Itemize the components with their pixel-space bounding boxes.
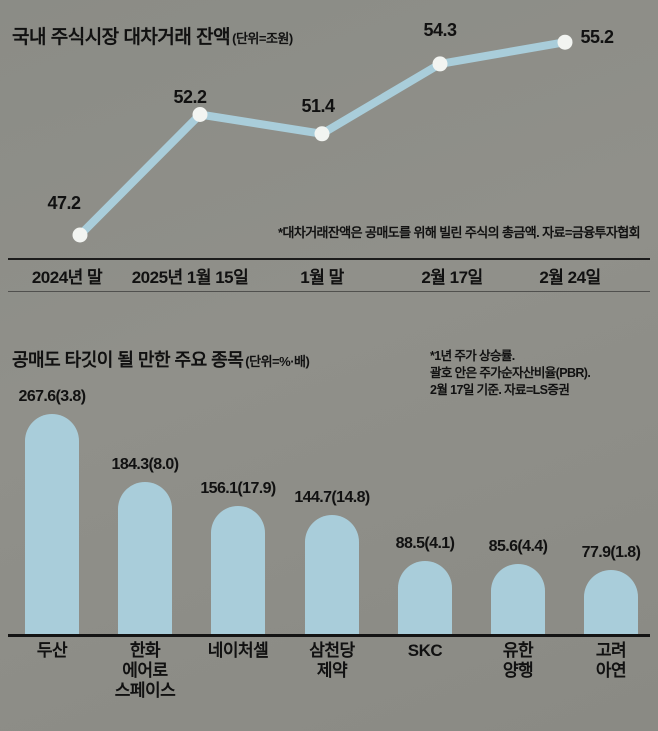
bar xyxy=(25,414,79,634)
bar xyxy=(584,569,638,634)
bar xyxy=(305,515,359,634)
bar-category-label: 두산 xyxy=(36,641,68,660)
bar xyxy=(398,561,452,634)
bar xyxy=(118,482,172,634)
bar-chart-title: 공매도 타깃이 될 만한 주요 종목 (단위=%·배) xyxy=(12,346,310,372)
bar-category-label: 유한 양행 xyxy=(502,641,534,681)
bar-note-line-2: 괄호 안은 주가순자산비율(PBR). xyxy=(430,365,591,380)
bar-category-label: SKC xyxy=(407,641,443,660)
line-chart-footnote: *대차거래잔액은 공매도를 위해 빌린 주식의 총금액. 자료=금융투자협회 xyxy=(278,225,641,240)
line-chart-plot xyxy=(72,34,573,243)
bar-value-label: 156.1(17.9) xyxy=(200,479,276,497)
x-axis-label: 2월 17일 xyxy=(421,268,483,287)
bar-category-label: 고려 아연 xyxy=(595,641,627,681)
line-point-value: 51.4 xyxy=(301,95,335,116)
line-chart-unit: (단위=조원) xyxy=(232,31,293,46)
line-point-value: 55.2 xyxy=(580,27,614,48)
line-chart-title-text: 국내 주식시장 대차거래 잔액 xyxy=(12,27,231,48)
bar-category-label: 삼천당 제약 xyxy=(309,641,355,681)
section-divider-line xyxy=(8,291,650,292)
line-marker xyxy=(72,227,88,243)
bar-value-label: 85.6(4.4) xyxy=(488,537,548,555)
line-point-value: 52.2 xyxy=(173,86,207,107)
bar-category-label: 한화 에어로 스페이스 xyxy=(114,641,176,701)
bar-note-line-1: *1년 주가 상승률. xyxy=(430,349,515,363)
bar-value-label: 144.7(14.8) xyxy=(294,489,370,507)
x-axis-label: 2025년 1월 15일 xyxy=(131,268,249,287)
bar-chart-note: *1년 주가 상승률. 괄호 안은 주가순자산비율(PBR). 2월 17일 기… xyxy=(430,348,591,399)
x-axis-label: 1월 말 xyxy=(300,268,344,287)
bar-value-label: 267.6(3.8) xyxy=(18,388,87,405)
bar xyxy=(211,505,265,634)
line-point-value: 54.3 xyxy=(423,19,457,40)
bar-value-label: 77.9(1.8) xyxy=(581,543,641,561)
x-axis-label: 2024년 말 xyxy=(31,268,103,287)
x-axis-label: 2월 24일 xyxy=(539,268,601,287)
x-axis-line xyxy=(8,258,650,260)
line-point-value: 47.2 xyxy=(47,193,81,213)
line-chart-title: 국내 주식시장 대차거래 잔액 (단위=조원) xyxy=(12,22,293,49)
line-marker xyxy=(314,126,330,142)
bar-chart-unit: (단위=%·배) xyxy=(245,354,310,369)
bar-value-label: 184.3(8.0) xyxy=(111,456,180,474)
bar-category-label: 네이처셀 xyxy=(207,641,269,660)
line-marker xyxy=(557,34,573,50)
line-marker xyxy=(432,56,448,72)
bar xyxy=(491,563,545,634)
bar-baseline xyxy=(8,634,650,637)
bar-value-label: 88.5(4.1) xyxy=(395,535,455,553)
line-marker xyxy=(192,107,208,122)
bar-chart-title-text: 공매도 타깃이 될 만한 주요 종목 xyxy=(12,350,244,370)
bar-note-line-3: 2월 17일 기준. 자료=LS증권 xyxy=(430,382,570,397)
